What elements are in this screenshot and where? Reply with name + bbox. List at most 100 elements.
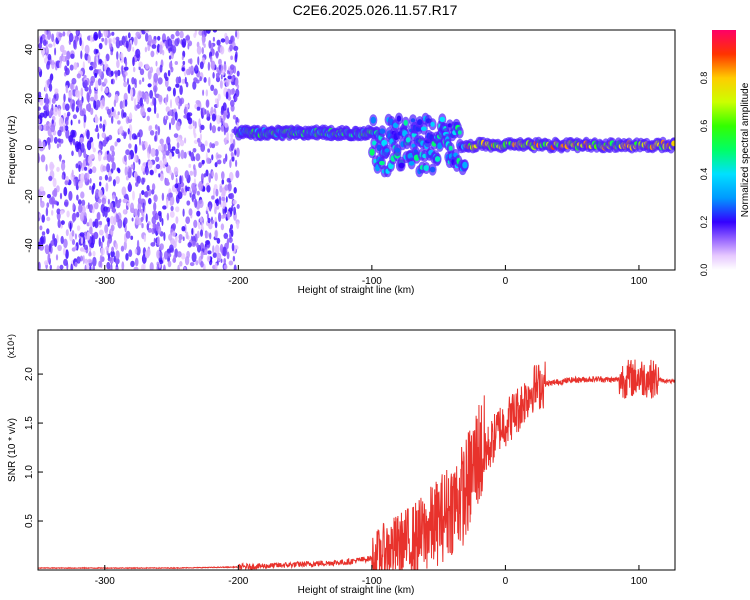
- heatmap-cell: [59, 154, 62, 162]
- heatmap-cell: [78, 204, 83, 214]
- heatmap-cell: [208, 40, 212, 49]
- heatmap-cell: [173, 241, 177, 249]
- heatmap-cell: [219, 45, 225, 55]
- heatmap-cell: [90, 242, 95, 249]
- heatmap-cell: [66, 120, 69, 126]
- heatmap-cell: [200, 250, 204, 260]
- heatmap-cell: [181, 78, 186, 84]
- heatmap-cell: [153, 194, 158, 203]
- heatmap-cell: [63, 124, 66, 133]
- heatmap-cell: [105, 182, 109, 192]
- heatmap-cell: [49, 110, 52, 117]
- heatmap-cell: [86, 231, 91, 241]
- heatmap-cell: [231, 75, 234, 83]
- heatmap-cell: [230, 136, 234, 145]
- heatmap-cell: [128, 167, 132, 176]
- heatmap-cell: [97, 198, 102, 204]
- heatmap-cell: [134, 257, 139, 267]
- heatmap-cell: [64, 180, 69, 186]
- heatmap-cell: [99, 254, 103, 264]
- heatmap-cell: [117, 168, 121, 174]
- heatmap-cell: [191, 182, 196, 191]
- heatmap-cell: [162, 49, 165, 56]
- heatmap-cell: [178, 234, 183, 241]
- heatmap-cell: [86, 172, 90, 180]
- heatmap-cell: [111, 106, 114, 112]
- heatmap-cell: [198, 199, 204, 208]
- heatmap-cell: [39, 97, 44, 106]
- heatmap-cell: [214, 98, 218, 104]
- heatmap-cell: [157, 35, 161, 41]
- heatmap-cell: [417, 119, 423, 126]
- heatmap-cell: [123, 73, 126, 83]
- heatmap-cell: [179, 30, 184, 39]
- heatmap-cell: [182, 236, 185, 241]
- heatmap-cell: [67, 111, 71, 117]
- heatmap-cell: [98, 229, 104, 236]
- heatmap-cell: [396, 115, 402, 122]
- heatmap-cell: [209, 232, 212, 240]
- heatmap-cell: [48, 175, 53, 181]
- heatmap-cell: [202, 36, 205, 46]
- heatmap-cell: [38, 261, 41, 270]
- heatmap-cell: [149, 130, 155, 136]
- heatmap-cell: [62, 31, 66, 37]
- heatmap-cell: [39, 36, 43, 45]
- heatmap-cell: [88, 218, 93, 228]
- heatmap-cell: [227, 75, 232, 80]
- heatmap-cell: [111, 115, 114, 124]
- heatmap-cell: [192, 148, 197, 153]
- heatmap-cell: [210, 60, 216, 70]
- heatmap-cell: [101, 235, 105, 243]
- heatmap-cell: [213, 88, 218, 96]
- x-tick-label: -300: [95, 276, 115, 287]
- heatmap-cell: [113, 99, 117, 107]
- heatmap-cell: [71, 150, 74, 157]
- heatmap-cell: [99, 181, 102, 187]
- heatmap-cell: [115, 250, 120, 260]
- heatmap-cell: [211, 125, 216, 134]
- heatmap-cell: [169, 200, 173, 206]
- heatmap-cell: [135, 181, 139, 187]
- heatmap-cell: [112, 206, 116, 214]
- heatmap-cell: [41, 231, 46, 236]
- heatmap-cell: [175, 148, 180, 154]
- heatmap-cell: [188, 124, 193, 130]
- heatmap-cell: [214, 230, 218, 238]
- heatmap-cell: [191, 228, 194, 235]
- snr-series-line: [38, 359, 675, 570]
- heatmap-cell: [166, 94, 169, 103]
- heatmap-cell: [219, 80, 223, 89]
- heatmap-cell: [167, 260, 172, 268]
- heatmap-cell: [434, 156, 441, 162]
- heatmap-cell: [108, 38, 111, 49]
- heatmap-cell: [94, 128, 99, 132]
- heatmap-cell: [184, 76, 187, 84]
- heatmap-cell: [221, 171, 225, 180]
- heatmap-cell: [40, 190, 46, 196]
- heatmap-cell: [63, 247, 66, 256]
- heatmap-cell: [186, 112, 191, 121]
- heatmap-cell: [229, 88, 235, 95]
- heatmap-cell: [213, 187, 215, 198]
- heatmap-cell: [127, 78, 129, 85]
- heatmap-cell: [140, 198, 145, 203]
- x-tick-label: -300: [95, 576, 115, 587]
- heatmap-cell: [179, 98, 183, 107]
- heatmap-cell: [234, 149, 237, 156]
- heatmap-cell: [166, 212, 170, 221]
- heatmap-cell: [223, 264, 228, 270]
- heatmap-cell: [63, 258, 68, 266]
- heatmap-cell: [44, 244, 49, 249]
- heatmap-cell: [124, 166, 128, 176]
- heatmap-cell: [107, 198, 110, 205]
- heatmap-cell: [110, 224, 115, 232]
- heatmap-cell: [48, 97, 51, 106]
- heatmap-cell: [220, 38, 226, 43]
- heatmap-cell: [96, 99, 101, 108]
- heatmap-cell: [111, 161, 116, 171]
- heatmap-cell: [49, 75, 53, 84]
- heatmap-cell: [110, 79, 114, 85]
- heatmap-cell: [218, 64, 222, 70]
- x-tick-label: 0: [503, 276, 509, 287]
